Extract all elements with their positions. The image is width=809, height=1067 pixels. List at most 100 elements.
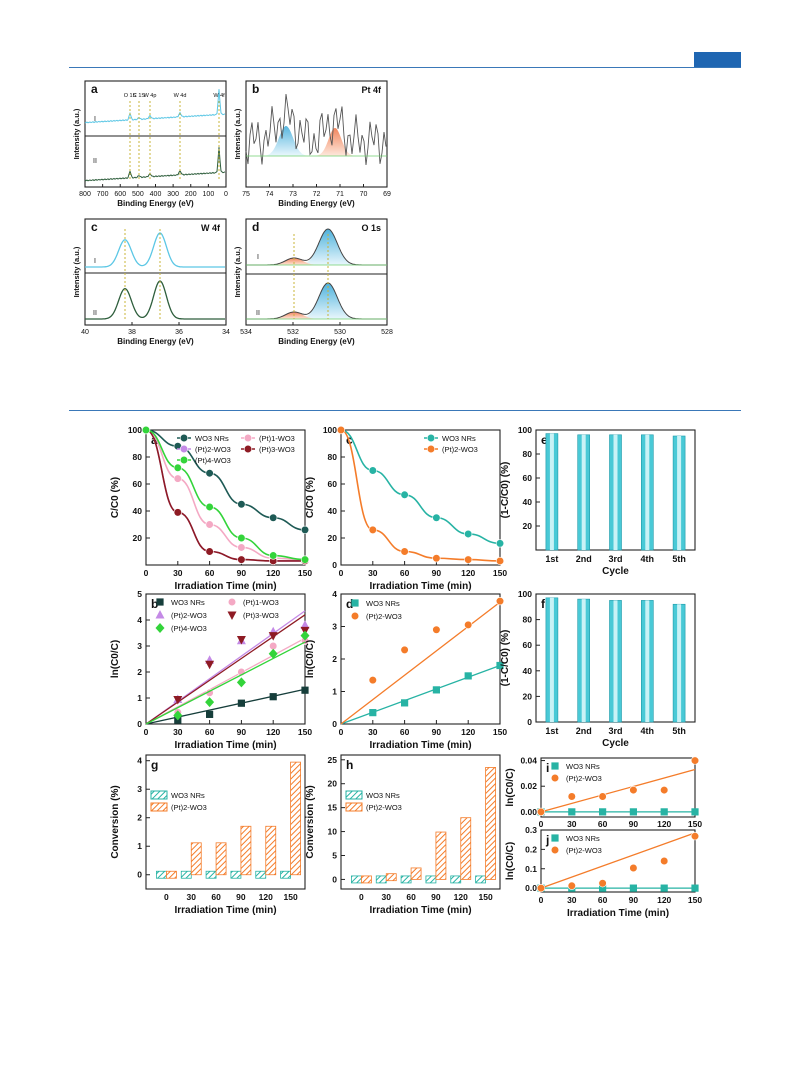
legend-label-c: WO3 NRs — [442, 434, 476, 443]
chart-g-xtick-label: 90 — [236, 892, 246, 902]
chart-b-ytick-label: 0 — [137, 719, 142, 729]
conversion-bar-g — [190, 842, 202, 876]
chart-i-xtick-label: 120 — [657, 819, 671, 829]
data-point-d — [464, 672, 472, 680]
data-point-c — [464, 529, 473, 539]
chart-a-xlabel: Irradiation Time (min) — [174, 581, 276, 592]
xps-b-xlabel: Binding Energy (eV) — [278, 199, 355, 208]
chart-j-xtick-label: 0 — [539, 895, 544, 905]
chart-i-ytick-label: 0.00 — [520, 807, 537, 817]
chart-a-ytick-label: 20 — [133, 533, 143, 543]
legend-swatch-g — [150, 790, 168, 800]
data-point-a — [205, 469, 214, 478]
chart-b-ylabel: ln(C0/C) — [110, 640, 121, 678]
cycle-bar-highlight-f — [613, 600, 618, 722]
data-point-c — [400, 547, 409, 556]
xps-a-curve-label: II — [93, 158, 97, 165]
data-point-c — [432, 554, 441, 563]
conversion-bar-g — [215, 842, 227, 876]
legend-label-a: (Pt)4-WO3 — [195, 456, 231, 465]
data-point-d — [432, 625, 441, 634]
chart-e-ytick-label: 20 — [523, 521, 533, 531]
data-point-d — [400, 645, 409, 655]
chart-f-ylabel: (1-C/C0) (%) — [500, 630, 511, 687]
chart-e-ytick-label: 60 — [523, 473, 533, 483]
data-point-i — [568, 808, 576, 816]
legend-swatch-h — [345, 790, 363, 800]
data-point-d — [495, 597, 505, 606]
chart-f-ytick-label: 80 — [523, 615, 533, 625]
chart-j-frame — [540, 829, 696, 893]
xps-d-fit-orange-I — [266, 258, 321, 265]
legend-label-j: WO3 NRs — [566, 834, 600, 843]
xps-d-tick-label: 532 — [287, 329, 299, 336]
data-point-b — [301, 686, 309, 694]
data-point-a — [205, 547, 214, 556]
xps-b-frame — [245, 80, 388, 188]
chart-b-xtick-label: 30 — [173, 727, 183, 737]
conversion-bar-g — [180, 870, 192, 879]
chart-h-xtick-label: 30 — [382, 892, 392, 902]
xps-c-tick-label: 34 — [222, 329, 230, 336]
chart-d-xtick-label: 150 — [493, 727, 507, 737]
xps-b-tick-label: 69 — [383, 191, 391, 198]
chart-h-xtick-label: 90 — [431, 892, 441, 902]
chart-f-ytick-label: 100 — [518, 589, 532, 599]
chart-h-ytick-label: 5 — [332, 851, 337, 861]
xps-b-tick-label: 75 — [242, 191, 250, 198]
data-point-j — [690, 832, 700, 841]
chart-g-xtick-label: 0 — [164, 892, 169, 902]
panel-letter-c: c — [91, 220, 98, 234]
xps-a-curve-I — [84, 89, 226, 124]
conversion-bar-h — [361, 875, 372, 884]
panel-letter-b: b — [252, 82, 259, 96]
conversion-bar-g — [205, 870, 217, 879]
conversion-bar-g — [156, 870, 167, 879]
conversion-bar-h — [425, 875, 437, 884]
chart-c-xtick-label: 0 — [339, 568, 344, 578]
cycle-bar-highlight-e — [549, 433, 554, 550]
xps-b-ylabel: Intensity (a.u.) — [233, 108, 242, 159]
panel-letter-a: a — [91, 82, 98, 96]
chart-f-ytick-label: 60 — [523, 640, 533, 650]
chart-g-xtick-label: 120 — [259, 892, 273, 902]
legend-marker-c — [426, 444, 436, 454]
legend-marker-a — [179, 455, 189, 465]
chart-h-ytick-label: 25 — [328, 755, 338, 765]
legend-marker-j — [551, 834, 559, 842]
xps-c-tick-label: 40 — [81, 329, 89, 336]
data-point-d — [432, 686, 440, 694]
chart-f-xtick-label: 1st — [545, 726, 558, 736]
chart-j-xlabel: Irradiation Time (min) — [567, 908, 669, 919]
xps-b-tick-label: 73 — [289, 191, 297, 198]
conversion-bar-h — [375, 875, 387, 884]
chart-c-ylabel: C/C0 (%) — [305, 477, 316, 518]
legend-marker-b — [156, 598, 164, 606]
data-point-b — [268, 632, 278, 641]
chart-b-xtick-label: 120 — [266, 727, 280, 737]
chart-c-xtick-label: 120 — [461, 568, 475, 578]
section-divider — [69, 410, 741, 411]
panel-letter-i: i — [546, 761, 549, 775]
xps-d-curve-label: II — [256, 310, 260, 317]
data-point-a — [237, 543, 246, 552]
data-point-a — [300, 525, 310, 535]
data-point-c — [432, 513, 441, 522]
xps-a-xlabel: Binding Energy (eV) — [117, 199, 194, 208]
chart-e-ytick-label: 80 — [523, 449, 533, 459]
data-point-b — [269, 641, 278, 651]
conversion-bar-h — [410, 867, 422, 880]
header-accent-tab — [694, 52, 741, 67]
chart-c-xtick-label: 150 — [493, 568, 507, 578]
xps-b-fit-blue — [266, 126, 308, 156]
xps-c-frame — [84, 218, 227, 326]
data-point-b — [237, 699, 245, 707]
chart-e-xtick-label: 3rd — [608, 554, 622, 564]
chart-h-xtick-label: 150 — [478, 892, 492, 902]
xps-a-tick-label: 100 — [203, 191, 215, 198]
data-point-i — [567, 792, 576, 801]
panel-letter-d: d — [252, 220, 259, 234]
chart-d-xtick-label: 120 — [461, 727, 475, 737]
data-point-d — [496, 661, 504, 670]
data-point-a — [269, 513, 278, 522]
